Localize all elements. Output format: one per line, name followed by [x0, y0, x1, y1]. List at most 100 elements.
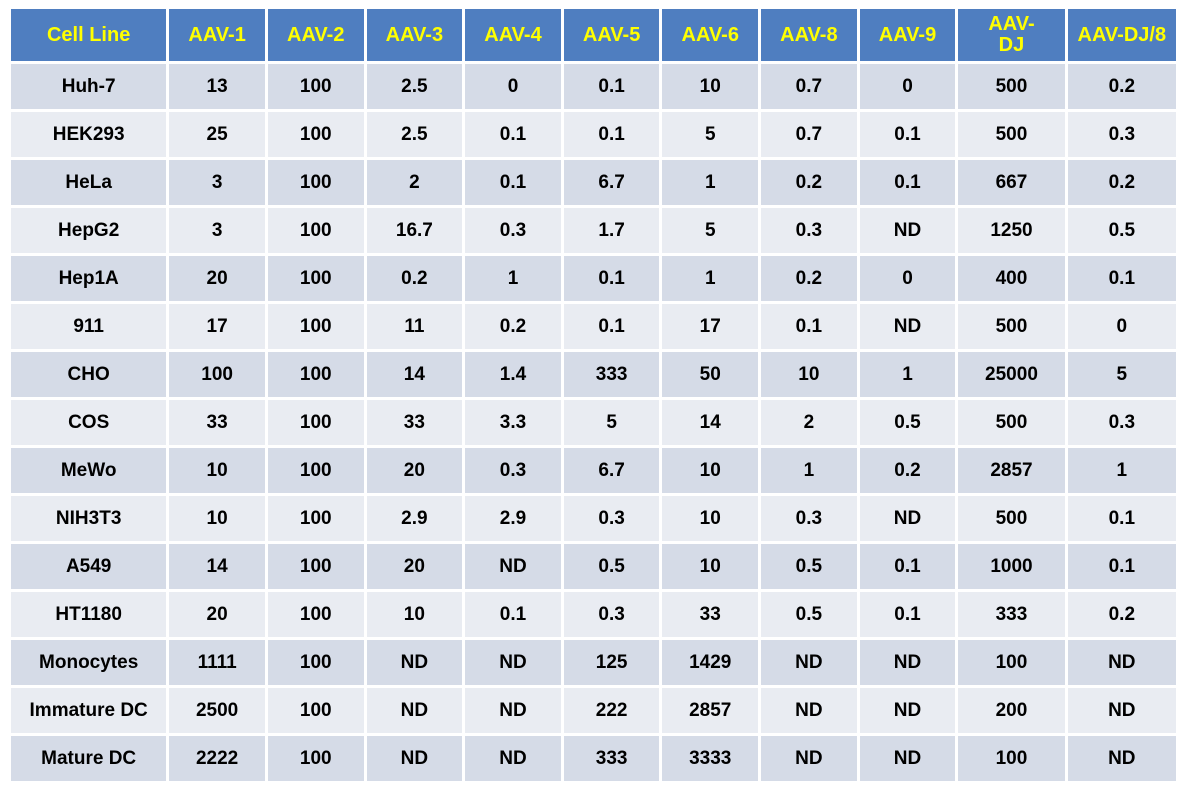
- table-row: 911 17 100 11 0.2 0.1 17 0.1 ND 500 0: [11, 304, 1176, 349]
- table-cell: 100: [267, 496, 364, 541]
- table-row: COS 33 100 33 3.3 5 14 2 0.5 500 0.3: [11, 400, 1176, 445]
- row-label-cell: Immature DC: [11, 688, 167, 733]
- table-cell: 500: [958, 64, 1065, 109]
- table-cell: 33: [169, 400, 265, 445]
- table-cell: 5: [662, 112, 759, 157]
- table-row: Monocytes 1111 100 ND ND 125 1429 ND ND 100 ND: [11, 640, 1176, 685]
- row-label-cell: HT1180: [11, 592, 167, 637]
- table-cell: 1: [1067, 448, 1176, 493]
- header-cell-aav-dj: AAV-DJ: [958, 9, 1065, 61]
- table-cell: 14: [662, 400, 759, 445]
- table-cell: 333: [958, 592, 1065, 637]
- header-cell-cell-line: Cell Line: [11, 9, 167, 61]
- table-cell: 100: [267, 640, 364, 685]
- header-cell-aav-9: AAV-9: [859, 9, 956, 61]
- table-cell: 6.7: [563, 448, 660, 493]
- table-cell: 1111: [169, 640, 265, 685]
- table-cell: 10: [366, 592, 463, 637]
- table-cell: ND: [465, 544, 561, 589]
- table-cell: 10: [169, 448, 265, 493]
- table-cell: 0.1: [859, 112, 956, 157]
- table-cell: 10: [662, 496, 759, 541]
- table-cell: 25000: [958, 352, 1065, 397]
- table-row: HT1180 20 100 10 0.1 0.3 33 0.5 0.1 333 0.2: [11, 592, 1176, 637]
- table-cell: 0.3: [1067, 400, 1176, 445]
- table-row: Hep1A 20 100 0.2 1 0.1 1 0.2 0 400 0.1: [11, 256, 1176, 301]
- table-cell: 2: [761, 400, 857, 445]
- row-label-cell: Huh-7: [11, 64, 167, 109]
- table-cell: 400: [958, 256, 1065, 301]
- table-cell: 20: [169, 256, 265, 301]
- table-cell: 500: [958, 112, 1065, 157]
- table-row: HepG2 3 100 16.7 0.3 1.7 5 0.3 ND 1250 0.5: [11, 208, 1176, 253]
- table-cell: 10: [662, 64, 759, 109]
- table-cell: ND: [859, 208, 956, 253]
- table-cell: 2.5: [366, 64, 463, 109]
- header-cell-aav-dj8: AAV-DJ/8: [1067, 9, 1176, 61]
- table-cell: 100: [169, 352, 265, 397]
- row-label-cell: HEK293: [11, 112, 167, 157]
- table-cell: 100: [958, 640, 1065, 685]
- table-cell: 2222: [169, 736, 265, 781]
- table-cell: 667: [958, 160, 1065, 205]
- header-cell-aav-2: AAV-2: [267, 9, 364, 61]
- table-cell: 0.2: [366, 256, 463, 301]
- table-cell: 16.7: [366, 208, 463, 253]
- table-cell: 2.9: [465, 496, 561, 541]
- table-cell: 1429: [662, 640, 759, 685]
- table-cell: 6.7: [563, 160, 660, 205]
- table-cell: ND: [1067, 640, 1176, 685]
- table-cell: 0.5: [563, 544, 660, 589]
- table-cell: 0.5: [761, 592, 857, 637]
- table-row: HEK293 25 100 2.5 0.1 0.1 5 0.7 0.1 500 0.3: [11, 112, 1176, 157]
- table-cell: 200: [958, 688, 1065, 733]
- table-cell: 2500: [169, 688, 265, 733]
- table-cell: 0.2: [1067, 592, 1176, 637]
- table-cell: 1.4: [465, 352, 561, 397]
- table-cell: 100: [267, 736, 364, 781]
- row-label-cell: NIH3T3: [11, 496, 167, 541]
- table-row: HeLa 3 100 2 0.1 6.7 1 0.2 0.1 667 0.2: [11, 160, 1176, 205]
- table-cell: 20: [366, 448, 463, 493]
- header-cell-aav-1: AAV-1: [169, 9, 265, 61]
- table-cell: 10: [662, 448, 759, 493]
- row-label-cell: HeLa: [11, 160, 167, 205]
- table-cell: 17: [169, 304, 265, 349]
- row-label-cell: Mature DC: [11, 736, 167, 781]
- table-cell: 17: [662, 304, 759, 349]
- table-cell: 2857: [662, 688, 759, 733]
- row-label-cell: Monocytes: [11, 640, 167, 685]
- table-cell: 0: [859, 256, 956, 301]
- table-cell: 125: [563, 640, 660, 685]
- table-cell: 0.5: [1067, 208, 1176, 253]
- table-cell: 0.2: [761, 160, 857, 205]
- table-cell: 10: [662, 544, 759, 589]
- table-cell: 1.7: [563, 208, 660, 253]
- table-cell: 0.7: [761, 64, 857, 109]
- table-cell: 0.3: [1067, 112, 1176, 157]
- table-cell: 0.1: [761, 304, 857, 349]
- header-cell-aav-4: AAV-4: [465, 9, 561, 61]
- table-row: A549 14 100 20 ND 0.5 10 0.5 0.1 1000 0.1: [11, 544, 1176, 589]
- table-cell: 100: [267, 64, 364, 109]
- table-cell: 0.1: [465, 112, 561, 157]
- table-cell: 0: [1067, 304, 1176, 349]
- table-cell: 0.1: [1067, 544, 1176, 589]
- table-cell: 0: [465, 64, 561, 109]
- table-cell: 0.3: [465, 208, 561, 253]
- table-cell: 1: [465, 256, 561, 301]
- table-cell: ND: [366, 736, 463, 781]
- table-row: MeWo 10 100 20 0.3 6.7 10 1 0.2 2857 1: [11, 448, 1176, 493]
- table-cell: 333: [563, 352, 660, 397]
- header-cell-aav-5: AAV-5: [563, 9, 660, 61]
- table-cell: 333: [563, 736, 660, 781]
- table-cell: ND: [366, 640, 463, 685]
- table-cell: ND: [366, 688, 463, 733]
- table-cell: 0.2: [1067, 64, 1176, 109]
- table-cell: 500: [958, 304, 1065, 349]
- table-cell: 2.5: [366, 112, 463, 157]
- table-cell: 100: [267, 592, 364, 637]
- table-cell: 0.2: [1067, 160, 1176, 205]
- table-cell: 0.1: [1067, 256, 1176, 301]
- table-cell: 3.3: [465, 400, 561, 445]
